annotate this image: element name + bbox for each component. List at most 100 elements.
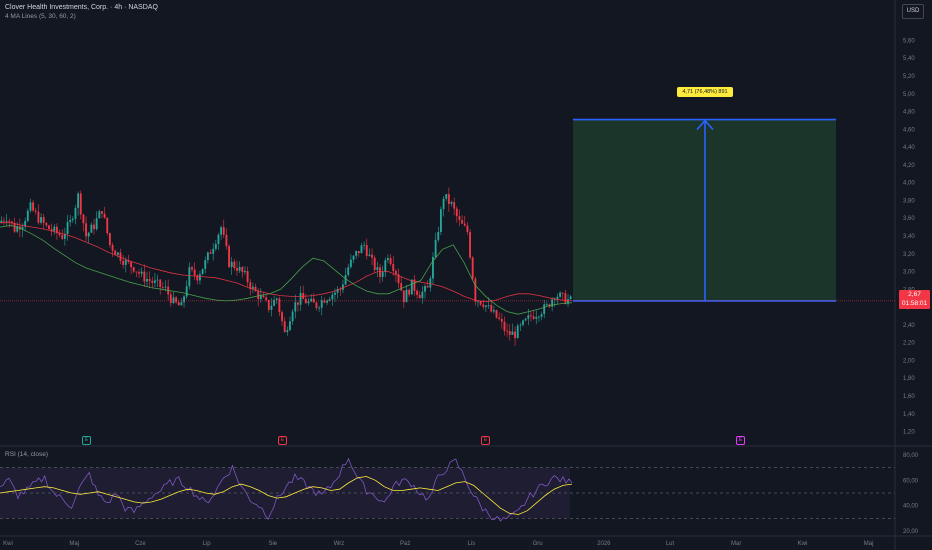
candle-body bbox=[257, 291, 260, 300]
candle-body bbox=[281, 312, 283, 322]
candle-body bbox=[559, 292, 562, 297]
candle-body bbox=[122, 260, 125, 265]
time-tick-label: Lip bbox=[203, 541, 212, 547]
earnings-event-icon[interactable]: E bbox=[736, 436, 745, 445]
candle-body bbox=[453, 202, 456, 209]
candle-body bbox=[193, 269, 196, 276]
candle-body bbox=[241, 266, 244, 273]
price-axis[interactable]: 5,60 5,40 5,20 5,00 4,80 4,60 4,40 4,20 4,00 3,80… bbox=[903, 38, 915, 435]
candle-body bbox=[0, 220, 3, 223]
earnings-event-icon[interactable]: E bbox=[82, 436, 91, 445]
candle-body bbox=[286, 330, 289, 333]
candle-body bbox=[201, 268, 204, 275]
currency-button[interactable]: USD bbox=[902, 4, 924, 19]
candle-body bbox=[108, 233, 111, 246]
candle-body bbox=[233, 261, 236, 269]
chart-title: Clover Health Investments, Corp. · 4h · … bbox=[5, 4, 158, 11]
candle-body bbox=[479, 301, 482, 305]
candle-body bbox=[564, 293, 567, 304]
candle-body bbox=[204, 260, 207, 269]
candle-body bbox=[400, 283, 403, 291]
target-projection[interactable] bbox=[573, 118, 836, 302]
candle-body bbox=[543, 304, 546, 315]
candle-body bbox=[394, 270, 397, 275]
earnings-event-icon[interactable]: E bbox=[278, 436, 287, 445]
time-axis[interactable]: Kwi Maj Cze Lip Sie Wrz Paź Lis Gru 2026 Lut Mar Kwi… bbox=[3, 541, 873, 547]
price-tick-label: 2,40 bbox=[903, 323, 915, 329]
candlestick-series bbox=[0, 187, 895, 346]
moving-average-line bbox=[0, 222, 573, 303]
candle-body bbox=[18, 226, 21, 230]
candle-body bbox=[254, 286, 257, 292]
candle-body bbox=[495, 310, 498, 318]
candle-body bbox=[418, 294, 421, 299]
candle-body bbox=[397, 274, 400, 284]
candle-body bbox=[519, 324, 522, 326]
candle-body bbox=[532, 316, 535, 319]
time-tick-label: Paź bbox=[400, 541, 410, 547]
candle-body bbox=[138, 272, 140, 274]
time-tick-label: Maj bbox=[864, 541, 874, 547]
earnings-event-icon[interactable]: E bbox=[481, 436, 490, 445]
candle-body bbox=[461, 219, 464, 224]
candle-body bbox=[500, 318, 503, 322]
candle-body bbox=[469, 231, 471, 258]
candle-body bbox=[296, 302, 299, 305]
candle-body bbox=[535, 316, 538, 319]
time-tick-label: Wrz bbox=[334, 541, 345, 547]
candle-body bbox=[310, 298, 313, 302]
candle-body bbox=[432, 256, 434, 279]
candle-body bbox=[114, 250, 117, 255]
time-tick-label: Kwi bbox=[798, 541, 808, 547]
rsi-legend[interactable]: RSI (14, close) bbox=[5, 451, 48, 458]
price-tick-label: 4,20 bbox=[903, 163, 915, 169]
candle-body bbox=[363, 244, 366, 246]
indicator-legend[interactable]: 4 MA Lines (5, 30, 60, 2) bbox=[5, 13, 76, 20]
candle-body bbox=[188, 267, 191, 287]
candle-body bbox=[48, 225, 50, 230]
candle-body bbox=[315, 302, 318, 309]
candle-body bbox=[148, 278, 151, 281]
candle-body bbox=[514, 331, 516, 339]
candle-body bbox=[445, 194, 448, 199]
candle-body bbox=[249, 282, 252, 289]
candle-body bbox=[540, 314, 543, 317]
candle-body bbox=[143, 271, 146, 282]
candle-body bbox=[106, 217, 109, 234]
candle-body bbox=[312, 298, 315, 303]
candle-body bbox=[389, 258, 392, 265]
candle-body bbox=[127, 260, 130, 262]
candle-body bbox=[368, 254, 371, 256]
candle-body bbox=[320, 300, 323, 308]
candle-body bbox=[246, 271, 249, 283]
candle-body bbox=[220, 227, 223, 235]
moving-average-lines bbox=[0, 222, 573, 315]
candle-body bbox=[477, 301, 479, 303]
candle-body bbox=[439, 209, 442, 233]
candle-body bbox=[508, 331, 511, 335]
candle-body bbox=[185, 286, 188, 297]
candle-body bbox=[458, 216, 461, 220]
candle-body bbox=[405, 289, 408, 303]
candle-body bbox=[516, 325, 519, 339]
candle-body bbox=[503, 321, 506, 331]
candle-body bbox=[328, 299, 331, 301]
candle-body bbox=[506, 330, 509, 332]
candle-body bbox=[553, 299, 556, 300]
candle-body bbox=[196, 275, 199, 281]
candle-body bbox=[161, 287, 164, 288]
candle-body bbox=[381, 272, 384, 277]
candle-body bbox=[561, 292, 564, 294]
candle-body bbox=[209, 252, 212, 254]
rsi-axis[interactable]: 80,00 60,00 40,00 20,00 bbox=[903, 453, 919, 535]
price-tick-label: 5,00 bbox=[903, 92, 915, 98]
candle-body bbox=[26, 210, 29, 221]
candle-body bbox=[455, 208, 458, 217]
candle-body bbox=[485, 305, 487, 307]
candle-body bbox=[387, 258, 389, 261]
candle-body bbox=[71, 218, 74, 221]
candle-body bbox=[334, 292, 336, 295]
candle-body bbox=[156, 279, 159, 281]
candle-body bbox=[275, 298, 278, 300]
